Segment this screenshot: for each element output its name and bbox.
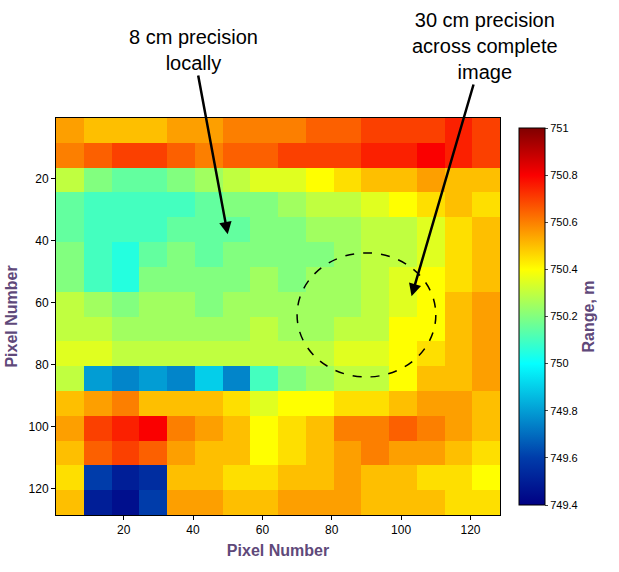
- svg-text:Range, m: Range, m: [580, 280, 597, 352]
- svg-text:120: 120: [29, 482, 49, 496]
- svg-text:749.8: 749.8: [550, 405, 578, 417]
- svg-text:Pixel Number: Pixel Number: [227, 542, 329, 559]
- svg-text:80: 80: [325, 523, 339, 537]
- svg-text:749.4: 749.4: [550, 499, 578, 511]
- svg-text:750.4: 750.4: [550, 263, 578, 275]
- svg-text:750.2: 750.2: [550, 310, 578, 322]
- svg-text:80: 80: [35, 358, 49, 372]
- svg-text:20: 20: [35, 172, 49, 186]
- svg-text:751: 751: [550, 122, 568, 134]
- svg-text:120: 120: [461, 523, 481, 537]
- svg-text:60: 60: [35, 296, 49, 310]
- svg-text:750.6: 750.6: [550, 216, 578, 228]
- svg-text:750.8: 750.8: [550, 169, 578, 181]
- svg-text:40: 40: [35, 234, 49, 248]
- svg-text:749.6: 749.6: [550, 452, 578, 464]
- svg-text:750: 750: [550, 357, 568, 369]
- svg-text:100: 100: [29, 420, 49, 434]
- svg-text:8 cm precisionlocally: 8 cm precisionlocally: [129, 26, 258, 74]
- svg-text:Pixel Number: Pixel Number: [3, 265, 20, 367]
- svg-text:20: 20: [117, 523, 131, 537]
- svg-text:40: 40: [186, 523, 200, 537]
- svg-text:30 cm precisionacross complete: 30 cm precisionacross completeimage: [412, 9, 558, 83]
- svg-text:100: 100: [391, 523, 411, 537]
- svg-text:60: 60: [256, 523, 270, 537]
